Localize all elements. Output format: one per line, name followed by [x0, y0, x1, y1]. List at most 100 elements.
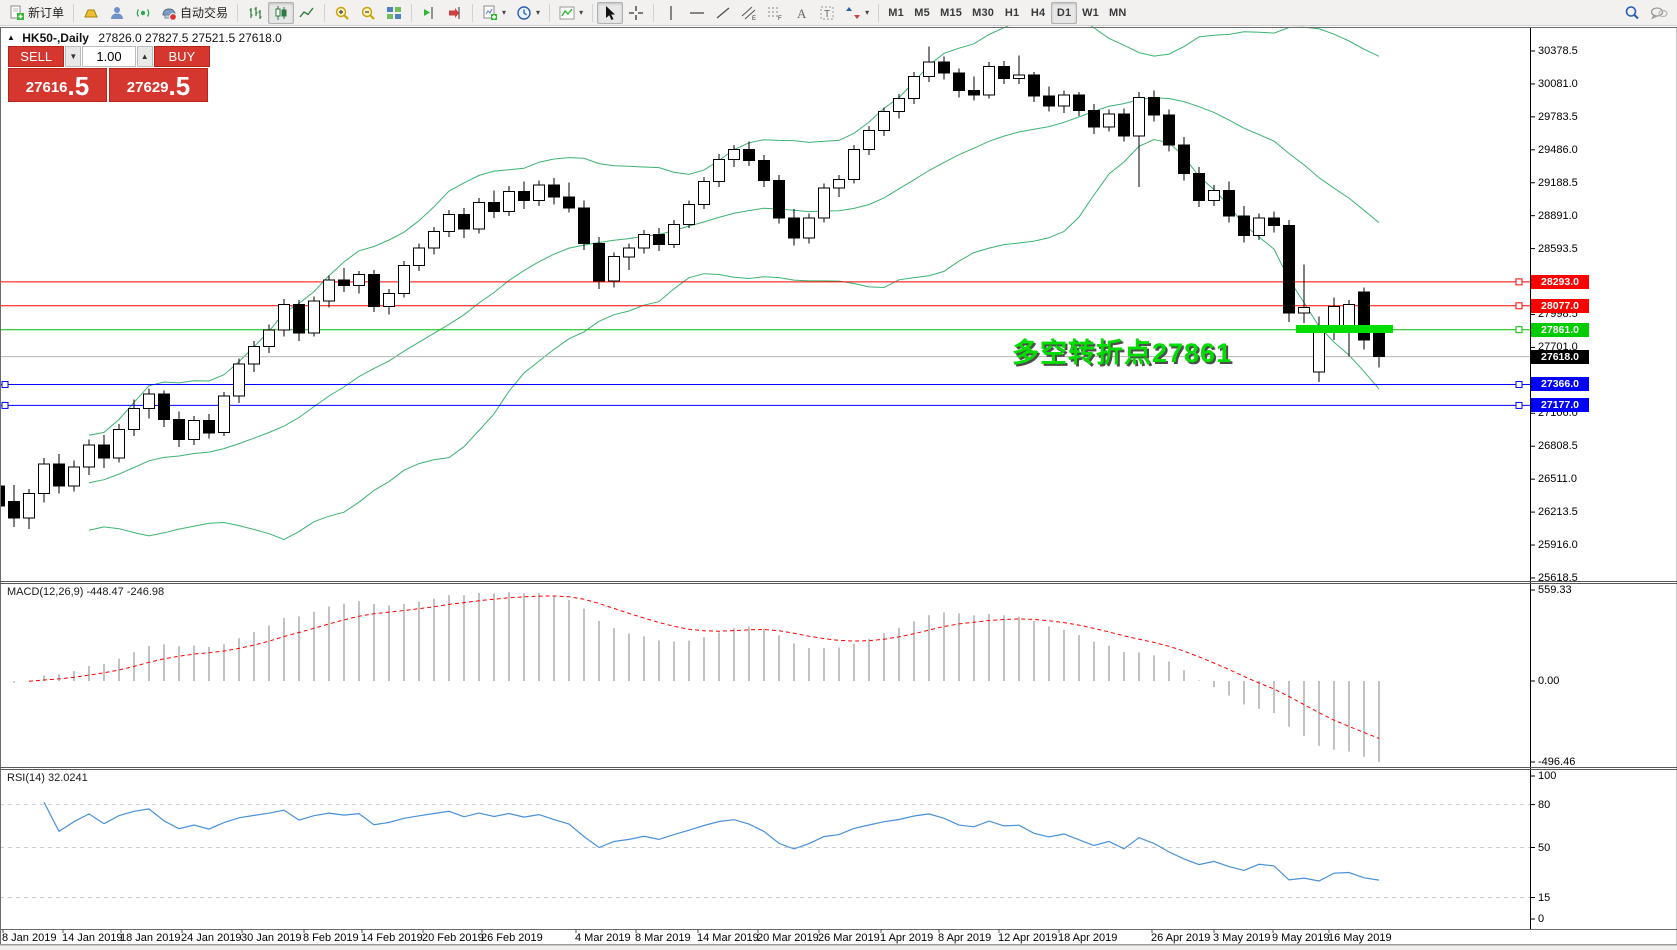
- line-chart-button[interactable]: [294, 2, 320, 24]
- candlestick: [428, 230, 440, 249]
- hline-handle[interactable]: [1, 380, 9, 388]
- bollinger-upper-band: [88, 12, 1380, 436]
- candlestick: [1028, 74, 1040, 97]
- text-label-tool-button[interactable]: T: [814, 2, 840, 24]
- hline-tool-button[interactable]: [684, 2, 710, 24]
- text-icon: A: [793, 5, 809, 21]
- volume-decrease-button[interactable]: ▼: [65, 46, 82, 67]
- hline-handle[interactable]: [1515, 401, 1523, 409]
- candlestick: [383, 292, 395, 308]
- auto-scroll-button[interactable]: [442, 2, 468, 24]
- timeframe-h1[interactable]: H1: [1004, 6, 1020, 19]
- date-label: 14 Mar 2019: [697, 932, 759, 944]
- buy-price-button[interactable]: 27629 .5: [109, 68, 208, 102]
- channel-tool-button[interactable]: E: [736, 2, 762, 24]
- timeframe-w1[interactable]: W1: [1082, 6, 1099, 19]
- gold-button[interactable]: [78, 2, 104, 24]
- new-chart-button[interactable]: ▾: [477, 2, 511, 24]
- chart-shift-button[interactable]: [416, 2, 442, 24]
- timeframe-m30[interactable]: M30: [972, 6, 995, 19]
- candlestick: [908, 75, 920, 99]
- date-label: 26 Mar 2019: [818, 932, 880, 944]
- crosshair-tool-button[interactable]: [623, 2, 649, 24]
- timeframe-m15[interactable]: M15: [940, 6, 963, 19]
- rsi-axis-label: 0: [1538, 913, 1545, 925]
- candlestick: [248, 345, 260, 365]
- candlestick: [638, 234, 650, 249]
- candlestick: [143, 393, 155, 409]
- bar-chart-button[interactable]: [242, 2, 268, 24]
- hline-handle[interactable]: [1515, 326, 1523, 334]
- buy-price-int: 27629: [126, 79, 169, 96]
- hline-handle[interactable]: [1515, 380, 1523, 388]
- clock-icon: [516, 5, 532, 21]
- zoom-in-button[interactable]: [329, 2, 355, 24]
- rsi-indicator-label: RSI(14) 32.0241: [7, 772, 88, 784]
- date-label: 8 Jan 2019: [2, 932, 57, 944]
- timeframe-mn[interactable]: MN: [1109, 6, 1127, 19]
- toolbar-separator: [237, 3, 239, 22]
- rsi-axis-label: 15: [1538, 891, 1551, 904]
- volume-input[interactable]: 1.00: [82, 46, 136, 67]
- candlestick: [203, 420, 215, 434]
- buy-button[interactable]: BUY: [153, 46, 211, 67]
- new-order-button[interactable]: 新订单: [4, 2, 69, 24]
- candlestick-chart-button[interactable]: [268, 1, 295, 24]
- collapse-panel-icon[interactable]: ▲: [7, 33, 15, 42]
- signal-button[interactable]: [130, 2, 156, 24]
- shapes-icon: [845, 5, 861, 21]
- macd-signal-value: -246.98: [126, 586, 165, 598]
- date-label: 18 Apr 2019: [1058, 932, 1118, 944]
- vline-tool-button[interactable]: [658, 2, 684, 24]
- price-axis-label: 25618.5: [1538, 571, 1578, 584]
- candlestick: [1148, 96, 1160, 116]
- candlestick: [1043, 95, 1055, 107]
- text-tool-button[interactable]: A: [788, 2, 814, 24]
- candlestick: [218, 395, 230, 434]
- candlestick: [863, 130, 875, 150]
- timeframe-h4[interactable]: H4: [1030, 6, 1046, 19]
- candlestick: [68, 466, 80, 487]
- candlestick: [608, 256, 620, 282]
- trendline-tool-button[interactable]: [710, 2, 736, 24]
- auto-trading-button[interactable]: 自动交易: [156, 2, 233, 24]
- search-button[interactable]: [1619, 2, 1645, 24]
- tile-windows-button[interactable]: [381, 2, 407, 24]
- shapes-tool-button[interactable]: ▾: [840, 2, 874, 24]
- candlestick: [1313, 329, 1325, 373]
- chart-annotation-text[interactable]: 多空转折点27861: [1012, 338, 1233, 368]
- date-label: 14 Jan 2019: [62, 932, 123, 944]
- candlestick: [278, 303, 290, 331]
- volume-increase-button[interactable]: ▲: [136, 46, 153, 67]
- price-axis-label: 26808.5: [1538, 440, 1578, 453]
- candlestick: [308, 300, 320, 334]
- candlestick: [353, 274, 365, 287]
- candlestick: [818, 187, 830, 219]
- candlestick: [698, 181, 710, 206]
- sell-price-button[interactable]: 27616 .5: [8, 68, 107, 102]
- hline-handle[interactable]: [1515, 278, 1523, 286]
- highlight-trend-bar[interactable]: [1296, 325, 1393, 333]
- timeframe-m5[interactable]: M5: [914, 6, 930, 19]
- text-label-icon: T: [819, 5, 835, 21]
- macd-indicator-label: MACD(12,26,9) -448.47 -246.98: [7, 586, 164, 598]
- fibonacci-tool-button[interactable]: F: [762, 2, 788, 24]
- profile-button[interactable]: [104, 2, 130, 24]
- hline-handle[interactable]: [1, 401, 9, 409]
- indicators-button[interactable]: ▾: [554, 2, 588, 24]
- hline-handle[interactable]: [1515, 302, 1523, 310]
- toolbar-separator: [549, 3, 551, 22]
- rsi-axis-label: 100: [1538, 770, 1557, 782]
- chart-symbol-title: HK50-,Daily: [22, 31, 89, 45]
- cursor-tool-button[interactable]: [597, 1, 624, 24]
- timeframe-m1[interactable]: M1: [888, 6, 904, 19]
- candlestick: [1208, 189, 1220, 201]
- chat-icon: [1650, 5, 1668, 21]
- sell-button[interactable]: SELL: [8, 46, 65, 67]
- periods-button[interactable]: ▾: [511, 2, 545, 24]
- chat-button[interactable]: [1645, 2, 1673, 24]
- zoom-out-button[interactable]: [355, 2, 381, 24]
- timeframe-d1[interactable]: D1: [1051, 1, 1078, 24]
- candlestick: [263, 329, 275, 347]
